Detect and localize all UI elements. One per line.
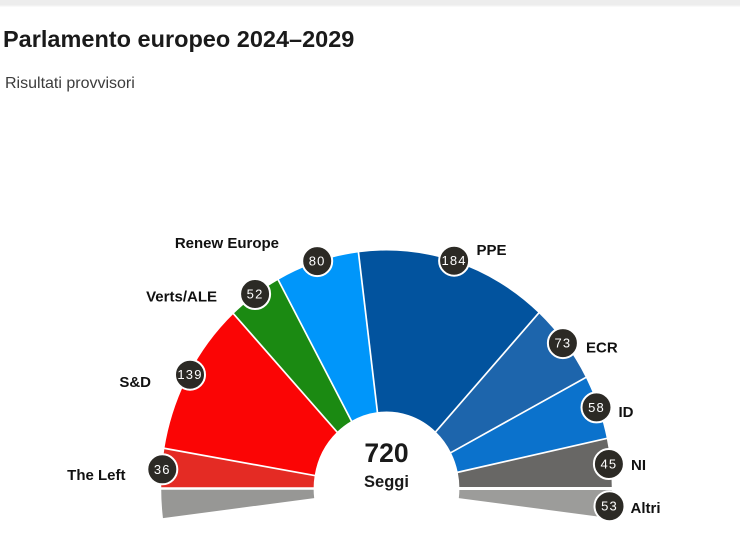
svg-text:36: 36 <box>154 462 171 477</box>
svg-text:Renew Europe: Renew Europe <box>175 235 279 252</box>
svg-text:52: 52 <box>247 287 264 302</box>
svg-text:Verts/ALE: Verts/ALE <box>146 289 217 306</box>
svg-text:45: 45 <box>600 457 617 472</box>
svg-text:80: 80 <box>309 254 326 269</box>
svg-text:ID: ID <box>619 404 634 421</box>
svg-text:S&D: S&D <box>119 374 151 391</box>
svg-text:PPE: PPE <box>477 242 507 259</box>
svg-text:184: 184 <box>441 253 466 268</box>
svg-text:Altri: Altri <box>631 500 661 517</box>
svg-text:NI: NI <box>631 457 646 474</box>
svg-text:ECR: ECR <box>586 340 618 357</box>
svg-text:58: 58 <box>588 400 605 415</box>
svg-text:The Left: The Left <box>67 467 125 484</box>
svg-text:53: 53 <box>601 499 618 514</box>
svg-text:139: 139 <box>177 367 202 382</box>
svg-text:73: 73 <box>554 336 571 351</box>
